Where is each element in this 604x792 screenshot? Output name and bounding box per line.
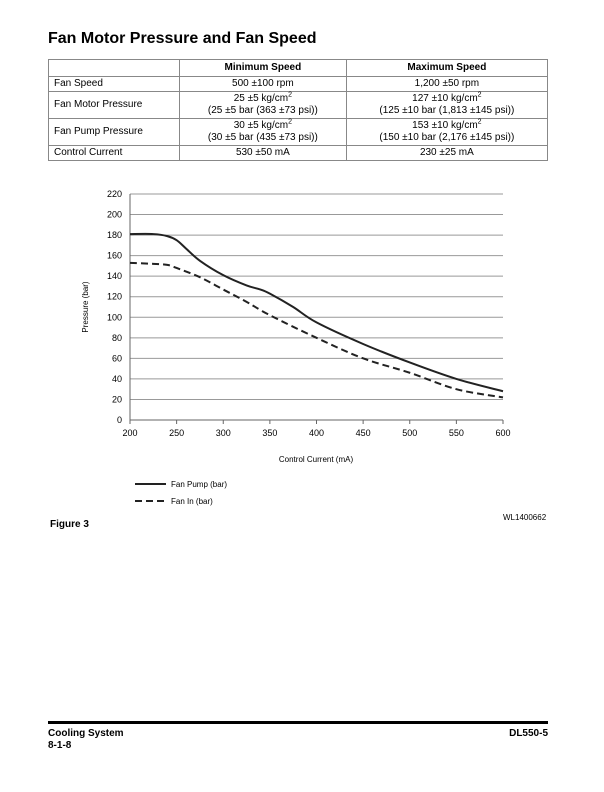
x-tick-label: 200: [122, 428, 137, 438]
x-tick-label: 400: [309, 428, 324, 438]
y-tick-label: 120: [107, 292, 122, 302]
x-tick-label: 500: [402, 428, 417, 438]
footer-left: Cooling System 8-1-8: [48, 728, 124, 752]
legend-entry: Fan In (bar): [171, 497, 213, 506]
x-tick-label: 550: [449, 428, 464, 438]
min-speed-value: 25 ±5 kg/cm2 (25 ±5 bar (363 ±73 psi)): [179, 91, 347, 119]
y-tick-label: 100: [107, 312, 122, 322]
x-axis-label: Control Current (mA): [279, 455, 354, 464]
y-tick-label: 220: [107, 189, 122, 199]
y-tick-label: 40: [112, 374, 122, 384]
y-tick-label: 140: [107, 271, 122, 281]
y-tick-label: 80: [112, 333, 122, 343]
max-speed-value: 230 ±25 mA: [345, 145, 549, 161]
table-row: Fan Pump Pressure 30 ±5 kg/cm2 (30 ±5 bar …: [48, 118, 549, 146]
figure-code: WL1400662: [503, 513, 547, 522]
x-tick-label: 300: [216, 428, 231, 438]
min-speed-value: 30 ±5 kg/cm2 (30 ±5 bar (435 ±73 psi)): [179, 118, 347, 146]
footer-rule: [48, 721, 548, 724]
y-tick-label: 160: [107, 251, 122, 261]
table-row: Fan Speed 500 ±100 rpm 1,200 ±50 rpm: [48, 76, 549, 92]
min-speed-value: 530 ±50 mA: [179, 145, 347, 161]
x-tick-label: 600: [495, 428, 510, 438]
figure-label: Figure 3: [50, 519, 89, 530]
x-tick-label: 250: [169, 428, 184, 438]
footer-page: 8-1-8: [48, 740, 72, 751]
x-tick-label: 350: [262, 428, 277, 438]
y-tick-label: 20: [112, 394, 122, 404]
footer-model: DL550-5: [509, 728, 548, 739]
row-label: Fan Motor Pressure: [48, 91, 180, 119]
series-line: [129, 261, 504, 399]
page-title: Fan Motor Pressure and Fan Speed: [48, 30, 317, 47]
footer-section: Cooling System: [48, 728, 124, 739]
x-tick-label: 450: [356, 428, 371, 438]
table-row: Control Current 530 ±50 mA 230 ±25 mA: [48, 145, 549, 161]
series-line: [129, 232, 504, 393]
y-tick-label: 200: [107, 210, 122, 220]
y-tick-label: 60: [112, 353, 122, 363]
y-tick-label: 0: [117, 415, 122, 425]
spec-table: Minimum Speed Maximum Speed Fan Speed 500 ±…: [48, 59, 549, 161]
row-label: Fan Pump Pressure: [48, 118, 180, 146]
y-tick-label: 180: [107, 230, 122, 240]
table-row: Fan Motor Pressure 25 ±5 kg/cm2 (25 ±5 bar…: [48, 91, 549, 119]
row-label: Control Current: [48, 145, 180, 161]
pressure-chart: 0 20 40 60 80 100 120 140 160 180 200 220 200 250 300 3…: [81, 189, 511, 506]
legend-entry: Fan Pump (bar): [171, 480, 227, 489]
y-axis-label: Pressure (bar): [81, 281, 90, 332]
